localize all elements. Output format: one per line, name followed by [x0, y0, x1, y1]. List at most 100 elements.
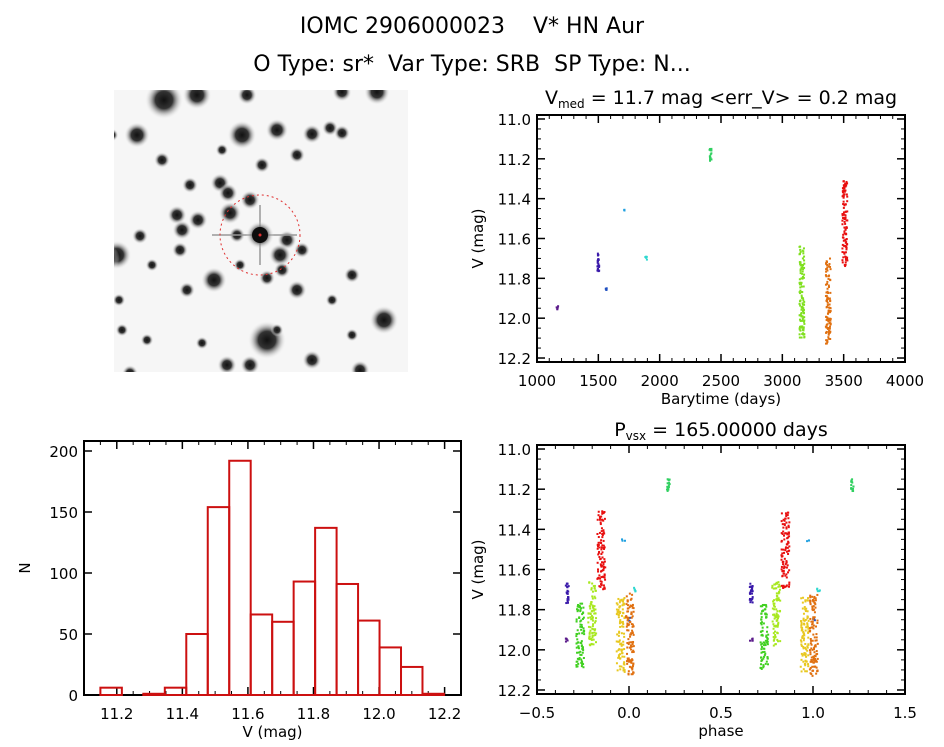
phase_curve-point [604, 578, 607, 581]
phase_curve-point [591, 631, 594, 634]
light_curve-point [842, 180, 845, 183]
star [144, 90, 184, 120]
light_curve-point [798, 327, 801, 330]
phase_curve-point [751, 637, 754, 640]
phase_curve-point [751, 585, 754, 588]
phase_curve-point [601, 564, 604, 567]
light_curve-point [826, 298, 829, 301]
phase_curve-point [762, 666, 765, 669]
phase_curve-point [763, 608, 766, 611]
phase_curve-point [618, 631, 621, 634]
light_curve-point [828, 326, 831, 329]
phase_curve-point [751, 596, 754, 599]
phase_curve-point [601, 556, 604, 559]
light_curve-ytick-label: 11.8 [498, 270, 531, 288]
phase_curve-point [772, 587, 775, 590]
phase_curve-point [623, 539, 626, 542]
phase_curve-point [814, 644, 817, 647]
light_curve-point [843, 263, 846, 266]
phase_curve-point [590, 642, 593, 645]
phase_curve-point [813, 611, 816, 614]
phase_curve-point [811, 648, 814, 651]
phase_curve-point [587, 616, 590, 619]
phase_curve-point [787, 552, 790, 555]
light_curve-point [844, 222, 847, 225]
phase_curve-point [802, 653, 805, 656]
phase_curve-point [804, 608, 807, 611]
phase_curve-point [771, 586, 774, 589]
phase_curve-point [801, 635, 804, 638]
phase_curve-point [592, 638, 595, 641]
phase_curve-point [799, 665, 802, 668]
light_curve-point [825, 270, 828, 273]
phase_curve-point [777, 591, 780, 594]
phase_curve-point [782, 567, 785, 570]
phase_curve-point [631, 668, 634, 671]
phase_curve-point [633, 586, 636, 589]
phase_curve-point [776, 632, 779, 635]
phase_curve-point [850, 484, 853, 487]
phase_curve-point [591, 590, 594, 593]
phase_curve-point [809, 600, 812, 603]
phase_curve-point [813, 645, 816, 648]
phase_curve-point [575, 620, 578, 623]
phase_curve-point [588, 605, 591, 608]
phase_curve-point [582, 629, 585, 632]
phase_curve-point [806, 540, 809, 543]
phase_curve-point [602, 519, 605, 522]
phase_curve-point [811, 660, 814, 663]
phase_curve-point [617, 640, 620, 643]
title-sub: med [558, 97, 585, 111]
phase_curve-point [813, 616, 816, 619]
phase_curve-point [602, 567, 605, 570]
light_curve-point [799, 245, 802, 248]
phase_curve-point [600, 515, 603, 518]
phase_curve-point [596, 543, 599, 546]
phase_curve-point [576, 651, 579, 654]
phase_curve-point [601, 511, 604, 514]
phase_curve-point [603, 586, 606, 589]
light_curve-point [803, 259, 806, 262]
histogram-ytick-label: 100 [49, 565, 78, 583]
light_curve-point [841, 236, 844, 239]
phase_curve-point [600, 527, 603, 530]
phase_curve-point [602, 563, 605, 566]
phase_curve-point [751, 597, 754, 600]
phase_curve-point [809, 672, 812, 675]
phase_curve-point [785, 546, 788, 549]
phase_curve-point [597, 553, 600, 556]
phase_curve-point [618, 601, 621, 604]
phase_curve-point [599, 585, 602, 588]
light_curve-point [556, 308, 559, 311]
phase_curve-point [576, 657, 579, 660]
phase_curve-point [751, 590, 754, 593]
phase_curve-point [776, 582, 779, 585]
light_curve-point [841, 187, 844, 190]
phase_curve-point [576, 638, 579, 641]
star [268, 243, 292, 267]
phase_curve-point [802, 639, 805, 642]
star [302, 350, 322, 370]
phase_curve-point [619, 605, 622, 608]
phase_curve-point [621, 655, 624, 658]
phase_curve-point [583, 633, 586, 636]
phase_curve-point [772, 613, 775, 616]
phase_curve-point [810, 639, 813, 642]
star [218, 201, 242, 225]
phase_curve-point [779, 640, 782, 643]
phase_curve-point [799, 639, 802, 642]
light_curve-point [801, 257, 804, 260]
phase_curve-point [785, 560, 788, 563]
phase_curve-point [591, 617, 594, 620]
light_curve-point [800, 314, 803, 317]
light_curve-point [800, 311, 803, 314]
phase_curve-xtick-label: −0.5 [519, 704, 555, 722]
star [265, 118, 289, 142]
phase_curve-point [600, 584, 603, 587]
phase_curve-point [588, 581, 591, 584]
light_curve-point [644, 256, 647, 259]
phase_curve-point [631, 629, 634, 632]
light_curve-point [842, 196, 845, 199]
light_curve-point [844, 258, 847, 261]
phase_curve-point [603, 560, 606, 563]
